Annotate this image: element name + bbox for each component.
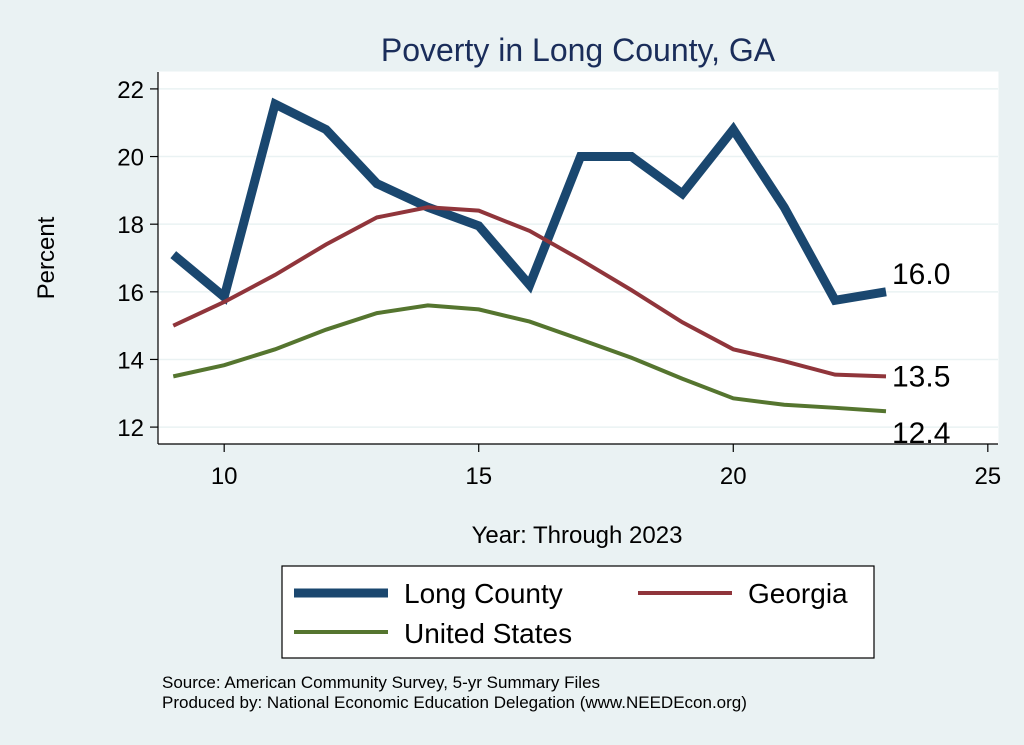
legend-box [281, 565, 875, 659]
legend: Long County Georgia United States [281, 565, 875, 659]
x-tick-label: 10 [211, 463, 238, 490]
y-tick-label: 16 [117, 280, 144, 307]
axes: 12 14 16 18 20 22 10 15 20 25 [117, 72, 1001, 490]
end-label-united-states: 12.4 [892, 417, 950, 450]
x-tick-label: 25 [974, 463, 1001, 490]
x-tick-label: 15 [465, 463, 492, 490]
y-tick-label: 20 [117, 145, 144, 172]
end-label-georgia: 13.5 [892, 360, 950, 393]
y-tick-label: 14 [117, 347, 144, 374]
series-layer [170, 97, 887, 414]
legend-label-long-county: Long County [404, 578, 563, 609]
legend-label-united-states: United States [404, 618, 572, 649]
y-ticks: 12 14 16 18 20 22 [117, 77, 158, 442]
plot-area: 16.0 13.5 12.4 [157, 71, 999, 450]
source-line-2: Produced by: National Economic Education… [162, 693, 747, 712]
y-tick-label: 18 [117, 212, 144, 239]
source-line-1: Source: American Community Survey, 5-yr … [162, 673, 600, 692]
x-ticks: 10 15 20 25 [211, 444, 1001, 490]
legend-label-georgia: Georgia [748, 578, 848, 609]
y-tick-label: 22 [117, 77, 144, 104]
end-label-long-county: 16.0 [892, 258, 950, 291]
chart-title: Poverty in Long County, GA [381, 32, 776, 68]
end-labels: 16.0 13.5 12.4 [892, 258, 950, 450]
x-axis-label: Year: Through 2023 [472, 522, 683, 549]
y-tick-label: 12 [117, 415, 144, 442]
y-axis-label: Percent [33, 216, 60, 299]
x-tick-label: 20 [720, 463, 747, 490]
